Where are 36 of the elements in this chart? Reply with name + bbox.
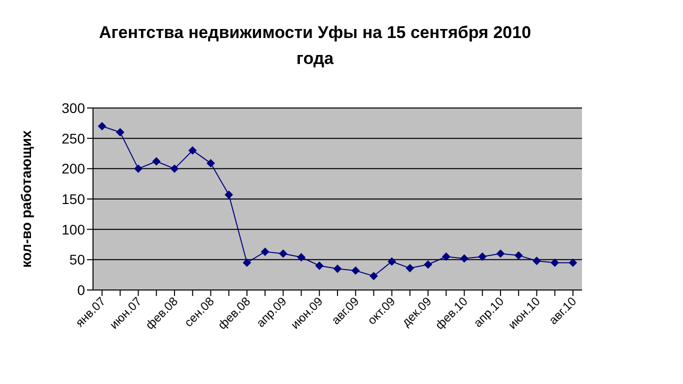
point [261, 248, 270, 256]
point [370, 272, 378, 280]
y-tick-label: 0 [77, 282, 86, 298]
point [406, 264, 414, 272]
y-tick-label: 250 [62, 130, 86, 146]
point [170, 164, 178, 173]
y-tick-label: 200 [62, 160, 86, 177]
point [242, 258, 251, 267]
point [334, 264, 342, 273]
point [224, 190, 233, 199]
point [315, 262, 324, 270]
point [388, 257, 396, 266]
point [478, 252, 486, 261]
point [279, 250, 288, 258]
point [550, 258, 559, 267]
point [514, 251, 523, 260]
point [297, 253, 306, 262]
y-tick-label: 300 [62, 100, 86, 116]
point [352, 266, 360, 275]
y-axis-title: кол-во работающих [18, 130, 34, 268]
point [532, 256, 541, 265]
y-tick-label: 150 [62, 190, 86, 207]
point [568, 258, 577, 267]
point [206, 159, 215, 168]
point [442, 252, 450, 261]
point [424, 260, 432, 269]
point [460, 254, 468, 262]
point [152, 157, 160, 166]
y-tick-label: 100 [62, 221, 86, 238]
point [496, 250, 504, 258]
point [134, 164, 142, 173]
point [98, 122, 106, 130]
point [116, 128, 124, 136]
point [188, 146, 197, 154]
y-tick-label: 50 [69, 252, 86, 268]
chart-title: Агентства недвижимости Уфы на 15 сентября 2010 года [98, 22, 532, 70]
